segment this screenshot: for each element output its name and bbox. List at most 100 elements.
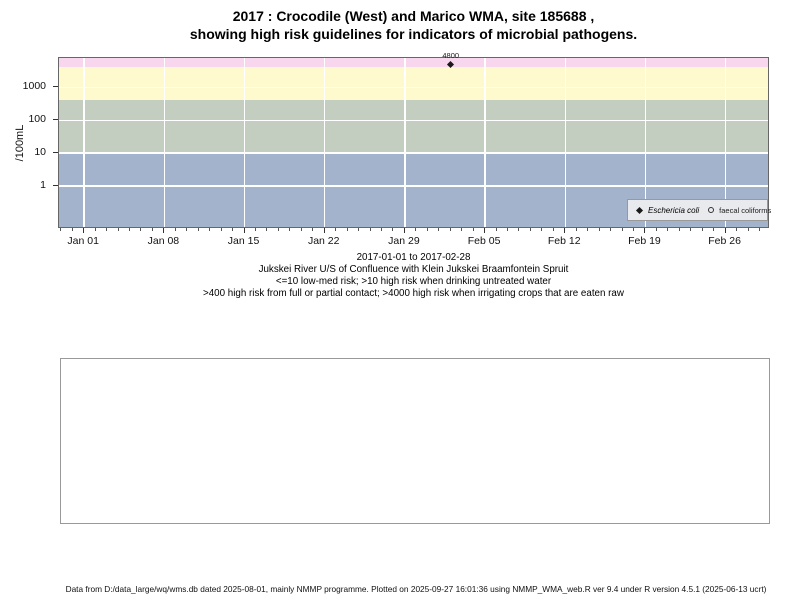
x-minor-tick (575, 228, 577, 231)
v-gridline (404, 58, 406, 227)
x-tick (243, 228, 245, 233)
x-tick-label: Feb 19 (628, 235, 661, 247)
x-minor-tick (690, 228, 692, 231)
x-minor-tick (667, 228, 669, 231)
x-minor-tick (255, 228, 256, 231)
y-tick-label: 10 (34, 146, 46, 159)
x-tick-label: Feb 26 (708, 235, 741, 247)
caption-risk-line2: >400 high risk from full or partial cont… (203, 288, 624, 299)
v-gridline (564, 58, 566, 227)
x-minor-tick (277, 228, 279, 231)
data-point-label: 4800 (442, 50, 460, 60)
caption-site-name: Jukskei River U/S of Confluence with Kle… (258, 264, 569, 275)
legend-label-ecoli: Eschericia coli (648, 205, 700, 215)
x-tick (644, 228, 646, 233)
x-minor-tick (346, 228, 348, 231)
x-minor-tick (106, 228, 108, 231)
x-minor-tick (506, 228, 508, 231)
x-minor-tick (117, 228, 119, 231)
y-tick-label: 100 (28, 113, 46, 126)
x-minor-tick (60, 228, 62, 231)
x-minor-tick (747, 228, 749, 231)
x-tick-label: Feb 05 (467, 235, 501, 247)
x-tick (323, 228, 325, 233)
x-tick-label: Jan 22 (307, 235, 340, 247)
y-tick (53, 185, 58, 187)
y-tick-label: 1000 (22, 80, 46, 93)
x-minor-tick (610, 228, 612, 231)
v-gridline (724, 58, 727, 227)
x-minor-tick (736, 228, 738, 231)
x-minor-tick (758, 228, 760, 231)
y-tick (53, 119, 58, 121)
x-minor-tick (587, 228, 589, 231)
x-minor-tick (392, 228, 394, 231)
legend-label-faecal-coliforms: faecal coliforms (719, 205, 772, 215)
x-minor-tick (495, 228, 497, 231)
x-minor-tick (186, 228, 188, 231)
plot-area: Eschericia coli faecal coliforms 4800 (58, 51, 772, 228)
x-minor-tick (140, 228, 142, 231)
x-minor-tick (701, 228, 703, 231)
x-minor-tick (220, 228, 222, 231)
x-minor-tick (129, 228, 130, 231)
x-tick (484, 228, 486, 233)
v-gridline (644, 58, 647, 227)
x-tick-label: Jan 08 (147, 235, 180, 247)
caption-block: 2017-01-01 to 2017-02-28 Jukskei River U… (58, 252, 769, 300)
open-circle-icon (708, 207, 715, 213)
caption-risk-line1: <=10 low-med risk; >10 high risk when dr… (275, 276, 552, 287)
x-tick (403, 228, 405, 233)
chart-title-line1: 2017 : Crocodile (West) and Marico WMA, … (232, 8, 595, 24)
x-minor-tick (197, 228, 199, 231)
x-minor-tick (621, 228, 623, 231)
h-gridline (59, 86, 768, 89)
x-minor-tick (438, 228, 440, 231)
v-gridline (83, 58, 85, 227)
chart-title-line2: showing high risk guidelines for indicat… (189, 26, 638, 42)
x-minor-tick (529, 228, 531, 231)
risk-band (59, 58, 768, 68)
x-tick (724, 228, 726, 233)
y-tick (53, 86, 58, 88)
x-minor-tick (94, 228, 96, 231)
x-minor-tick (312, 228, 314, 231)
chart-title: 2017 : Crocodile (West) and Marico WMA, … (58, 7, 769, 43)
v-gridline (323, 58, 326, 227)
v-gridline (163, 58, 166, 227)
x-minor-tick (655, 228, 657, 231)
x-tick-label: Feb 12 (547, 235, 581, 247)
y-axis: 1 10 100 1000 (0, 57, 58, 228)
x-minor-tick (209, 228, 211, 231)
footer-provenance: Data from D:/data_large/wq/wms.db dated … (65, 584, 767, 594)
x-minor-tick (472, 228, 474, 231)
x-minor-tick (415, 228, 417, 231)
x-minor-tick (449, 228, 451, 231)
h-gridline (59, 152, 768, 154)
x-minor-tick (713, 228, 715, 231)
x-minor-tick (266, 228, 268, 231)
x-minor-tick (71, 228, 73, 231)
x-minor-tick (369, 228, 371, 231)
x-minor-tick (541, 228, 543, 231)
v-gridline (243, 58, 246, 227)
x-tick-label: Jan 01 (67, 235, 99, 247)
y-tick (53, 152, 58, 154)
x-minor-tick (358, 228, 360, 231)
x-axis: Jan 01 Jan 08 Jan 15 Jan 22 Jan 29 Feb 05 Feb … (58, 228, 769, 252)
x-tick-label: Jan 29 (388, 235, 420, 247)
x-tick (83, 228, 85, 233)
risk-band (59, 100, 768, 154)
chart-legend: Eschericia coli faecal coliforms (627, 199, 772, 221)
filled-diamond-icon (635, 206, 644, 214)
x-minor-tick (678, 228, 680, 231)
y-tick-label: 1 (40, 179, 46, 192)
x-minor-tick (289, 228, 291, 231)
x-minor-tick (232, 228, 234, 231)
x-minor-tick (335, 228, 337, 231)
x-minor-tick (598, 228, 600, 231)
x-minor-tick (300, 228, 302, 231)
x-tick (564, 228, 566, 233)
x-minor-tick (461, 228, 463, 231)
